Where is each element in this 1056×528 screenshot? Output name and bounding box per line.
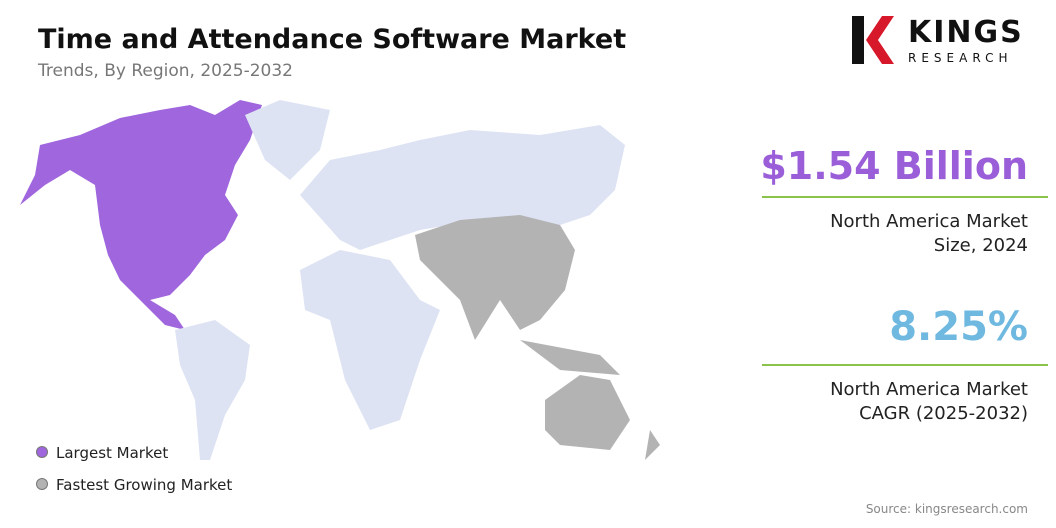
stat-label-line: CAGR (2025-2032) (859, 403, 1028, 424)
stat-label: North America Market Size, 2024 (830, 210, 1028, 258)
stat-label-line: North America Market (830, 379, 1028, 400)
stat-value: 8.25% (889, 304, 1028, 350)
divider (762, 364, 1048, 366)
region-asia (415, 215, 575, 340)
region-south-america (175, 320, 250, 460)
region-europe (300, 125, 625, 250)
stat-label-line: Size, 2024 (933, 235, 1028, 256)
legend-swatch (36, 446, 48, 458)
logo: KINGS RESEARCH (852, 15, 1024, 65)
stat-value: $1.54 Billion (760, 144, 1028, 188)
logo-name: KINGS (908, 15, 1024, 50)
subtitle: Trends, By Region, 2025-2032 (38, 61, 293, 81)
region-greenland (245, 100, 330, 180)
stat-label: North America Market CAGR (2025-2032) (830, 378, 1028, 426)
legend-item: Largest Market (36, 444, 168, 462)
legend-item: Fastest Growing Market (36, 476, 232, 494)
legend-label: Fastest Growing Market (56, 476, 233, 494)
region-new-zealand (645, 430, 660, 460)
region-australia (545, 375, 630, 450)
logo-mark (852, 16, 864, 64)
divider (762, 196, 1048, 198)
legend-label: Largest Market (56, 444, 169, 462)
logo-mark (866, 16, 894, 64)
title: Time and Attendance Software Market (38, 24, 627, 55)
stat-label-line: North America Market (830, 211, 1028, 232)
legend-swatch (36, 478, 48, 490)
region-islands (520, 340, 620, 375)
world-map (20, 100, 660, 460)
region-africa (300, 250, 440, 430)
region-north-america (20, 100, 262, 330)
logo-tagline: RESEARCH (908, 51, 1012, 65)
source: Source: kingsresearch.com (865, 502, 1028, 516)
